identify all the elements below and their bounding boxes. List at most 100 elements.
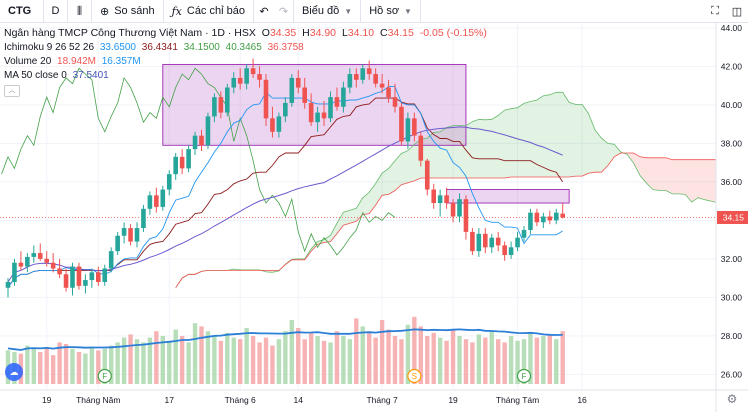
cloud-segment bbox=[601, 138, 608, 173]
price-tick-label: 36.00 bbox=[721, 177, 743, 187]
volume-legend-row[interactable]: Volume 20 18.942M 16.357M bbox=[4, 55, 487, 69]
ma50-line bbox=[7, 126, 563, 283]
volume-bar bbox=[341, 336, 346, 384]
volume-bar bbox=[521, 339, 527, 384]
candle-body bbox=[186, 149, 191, 169]
chart-legend: Ngân hàng TMCP Công Thương Việt Nam · 1D… bbox=[4, 27, 487, 97]
price-tick-label: 26.00 bbox=[721, 369, 743, 379]
compare-button[interactable]: ⊕ So sánh bbox=[92, 0, 164, 22]
interval-button[interactable]: D bbox=[44, 0, 68, 22]
candle-body bbox=[250, 68, 256, 75]
volume-bar bbox=[270, 345, 275, 384]
candle-body bbox=[354, 74, 359, 80]
volume-bar bbox=[115, 342, 120, 384]
cloud-segment bbox=[582, 104, 589, 177]
volume-bar bbox=[63, 344, 69, 384]
candle-body bbox=[495, 237, 501, 246]
volume-bar bbox=[347, 339, 353, 384]
volume-bar bbox=[121, 337, 127, 384]
chart-type-button[interactable]: Biểu đồ ▼ bbox=[294, 0, 362, 22]
volume-bar bbox=[450, 329, 456, 384]
cloud-segment bbox=[653, 157, 660, 191]
cloud-segment bbox=[594, 129, 602, 173]
candle-body bbox=[89, 272, 95, 281]
function-icon: ƒx bbox=[171, 4, 182, 18]
cloud-logo: ☁ bbox=[5, 363, 23, 381]
cloud-segment bbox=[465, 121, 473, 179]
redo-button[interactable]: ↷ bbox=[274, 0, 294, 22]
candle-body bbox=[63, 274, 69, 288]
volume-bar bbox=[412, 316, 417, 384]
volume-bar bbox=[515, 340, 520, 384]
volume-bar bbox=[437, 337, 443, 384]
price-axis[interactable]: 44.0042.0040.0038.0036.0034.0032.0030.00… bbox=[717, 23, 748, 380]
volume-bar bbox=[192, 323, 198, 384]
cloud-segment bbox=[691, 159, 699, 203]
interval-label: D bbox=[51, 5, 60, 17]
fullscreen-icon[interactable]: ⛶ bbox=[711, 4, 719, 17]
event-marker bbox=[97, 368, 112, 384]
cloud-segment bbox=[472, 119, 479, 179]
profile-button[interactable]: Hồ sơ ▼ bbox=[361, 0, 421, 22]
close-value: 34.15 bbox=[387, 27, 414, 39]
candle-body bbox=[399, 106, 404, 142]
volume-bar bbox=[405, 324, 411, 384]
legend-toggle-row: ︿ bbox=[4, 83, 487, 97]
redo-icon: ↷ bbox=[278, 5, 289, 18]
event-marker-label: F bbox=[102, 372, 107, 381]
snapshot-icon[interactable]: ◫ bbox=[731, 5, 743, 18]
settings-gear-icon[interactable]: ⚙ bbox=[727, 392, 738, 406]
cloud-segment bbox=[362, 192, 370, 215]
time-tick-label: 16 bbox=[577, 395, 587, 405]
candle-body bbox=[76, 266, 82, 286]
cloud-segment bbox=[549, 92, 557, 178]
candle-body bbox=[212, 97, 217, 117]
candle-body bbox=[218, 97, 224, 113]
candle-body bbox=[547, 216, 553, 221]
volume-bar bbox=[508, 336, 514, 384]
volume-ma-value: 16.357M bbox=[101, 56, 141, 67]
indicators-button[interactable]: ƒx Các chỉ báo bbox=[164, 0, 254, 22]
volume-bar bbox=[225, 332, 230, 384]
symbol-search-button[interactable]: CTG bbox=[0, 0, 44, 22]
volume-bar bbox=[257, 342, 262, 384]
cloud-segment bbox=[356, 197, 363, 222]
candle-body bbox=[457, 199, 462, 217]
candle-body bbox=[115, 235, 120, 252]
price-chart[interactable]: 44.0042.0040.0038.0036.0034.0032.0030.00… bbox=[0, 22, 748, 412]
volume-bar bbox=[154, 331, 159, 384]
cloud-segment bbox=[524, 101, 531, 178]
ichimoku-lagging-value: 34.1500 bbox=[183, 42, 220, 53]
volume-bar bbox=[109, 345, 114, 384]
bar-style-button[interactable]: ⫴ bbox=[68, 0, 92, 22]
candle-body bbox=[121, 228, 127, 236]
ichimoku-legend-row[interactable]: Ichimoku 9 26 52 26 33.6500 36.4341 34.1… bbox=[4, 41, 487, 55]
candle-body bbox=[179, 156, 185, 169]
candle-body bbox=[412, 118, 417, 136]
cloud-segment bbox=[511, 107, 518, 178]
ichimoku-kijun-value: 36.4341 bbox=[141, 42, 178, 53]
cloud-segment bbox=[491, 115, 499, 179]
volume-bar bbox=[386, 329, 391, 384]
cloud-segment bbox=[588, 113, 595, 174]
close-label: C bbox=[379, 27, 388, 39]
candle-body bbox=[295, 77, 301, 88]
collapse-legend-icon[interactable]: ︿ bbox=[4, 85, 20, 97]
last-price-badge bbox=[717, 210, 748, 224]
candle-body bbox=[521, 229, 527, 238]
volume-bar bbox=[141, 342, 146, 384]
cloud-segment bbox=[369, 183, 376, 214]
cloud-segment bbox=[607, 143, 615, 166]
ma-legend-row[interactable]: MA 50 close 0 37.5401 bbox=[4, 69, 487, 83]
volume-bar bbox=[179, 336, 185, 384]
open-value: 34.35 bbox=[269, 27, 297, 39]
candle-body bbox=[25, 256, 30, 267]
time-axis[interactable]: 19 Tháng Năm 17 Tháng 6 14 Tháng 7 19 Tháng Tám… bbox=[42, 395, 587, 405]
undo-button[interactable]: ↶ bbox=[254, 0, 274, 22]
candle-body bbox=[96, 272, 101, 282]
cloud-segment bbox=[382, 168, 389, 196]
cloud-segment bbox=[678, 159, 686, 195]
candle-body bbox=[553, 212, 559, 221]
undo-icon: ↶ bbox=[259, 5, 269, 18]
cloud-segment bbox=[562, 92, 570, 178]
